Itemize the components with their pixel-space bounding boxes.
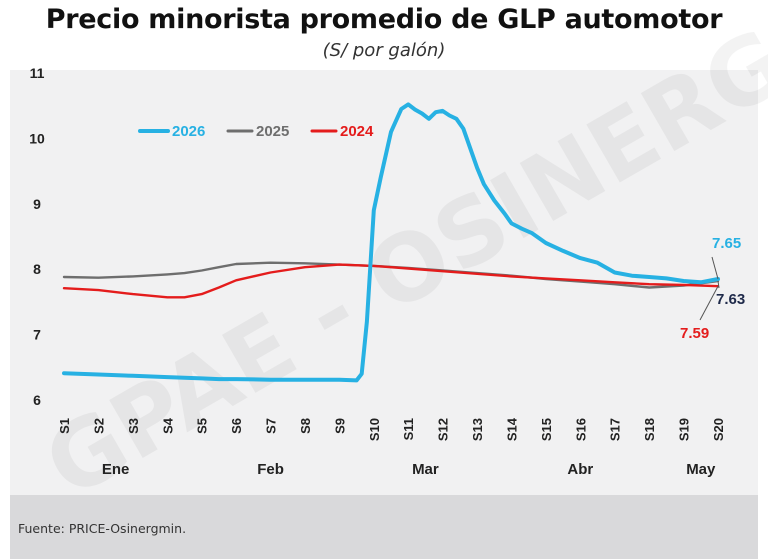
x-tick-label: S8 bbox=[298, 418, 313, 434]
x-tick-label: S11 bbox=[401, 418, 416, 440]
series-line-2026 bbox=[62, 102, 720, 383]
legend-label-2025: 2025 bbox=[256, 123, 289, 140]
end-labels: 7.65 7.63 7.59 bbox=[680, 235, 745, 342]
series-line-2024 bbox=[62, 263, 720, 299]
watermark: GPAE - OSINERG bbox=[28, 9, 768, 520]
y-tick-label: 7 bbox=[33, 327, 41, 343]
chart-subtitle: (S/ por galón) bbox=[322, 40, 446, 61]
month-labels: Ene Feb Mar Abr May bbox=[102, 461, 716, 478]
end-label-leader-2026 bbox=[711, 256, 719, 280]
x-tick-label: S5 bbox=[195, 418, 210, 434]
x-tick-label: S13 bbox=[470, 418, 485, 441]
month-label: Abr bbox=[567, 461, 593, 478]
y-tick-label: 6 bbox=[33, 392, 41, 408]
y-tick-label: 8 bbox=[33, 261, 41, 277]
month-label: May bbox=[686, 461, 716, 478]
y-tick-label: 11 bbox=[30, 65, 45, 81]
x-tick-label: S14 bbox=[504, 417, 519, 441]
x-tick-label: S16 bbox=[573, 418, 588, 441]
x-tick-label: S12 bbox=[436, 418, 451, 441]
chart-title: Precio minorista promedio de GLP automot… bbox=[45, 4, 723, 35]
x-axis: S1 S2 S3 S4 S5 S6 S7 S8 S9 S10 S11 S12 S13 S14 S15 S16 S… bbox=[57, 417, 726, 441]
x-tick-label: S1 bbox=[57, 418, 72, 434]
y-tick-label: 9 bbox=[33, 196, 41, 212]
series-lines bbox=[62, 102, 720, 383]
x-tick-label: S3 bbox=[126, 418, 141, 434]
y-axis: 6 7 8 9 10 11 bbox=[29, 65, 45, 408]
month-label: Feb bbox=[257, 461, 284, 478]
x-tick-label: S9 bbox=[332, 418, 347, 434]
x-tick-label: S18 bbox=[642, 418, 657, 441]
x-tick-label: S10 bbox=[367, 418, 382, 441]
source-note: Fuente: PRICE-Osinergmin. bbox=[18, 521, 187, 536]
x-tick-label: S17 bbox=[608, 418, 623, 441]
x-tick-label: S2 bbox=[91, 418, 106, 434]
legend: 2026 2025 2024 bbox=[138, 123, 374, 140]
end-label-2025: 7.63 bbox=[716, 291, 745, 308]
end-label-leader-2024 bbox=[699, 285, 719, 321]
end-label-leader-2025 bbox=[717, 280, 720, 289]
end-label-2024: 7.59 bbox=[680, 325, 709, 342]
legend-label-2026: 2026 bbox=[172, 123, 205, 140]
legend-label-2024: 2024 bbox=[340, 123, 374, 140]
x-tick-label: S15 bbox=[539, 418, 554, 441]
x-tick-label: S6 bbox=[229, 418, 244, 434]
end-label-2026: 7.65 bbox=[712, 235, 741, 252]
x-tick-label: S19 bbox=[677, 418, 692, 441]
footer: Fuente: PRICE-Osinergmin. bbox=[10, 495, 758, 559]
month-label: Ene bbox=[102, 461, 130, 478]
y-tick-label: 10 bbox=[29, 130, 45, 146]
month-label: Mar bbox=[412, 461, 439, 478]
x-tick-label: S4 bbox=[160, 417, 175, 434]
x-tick-label: S20 bbox=[711, 418, 726, 441]
x-tick-label: S7 bbox=[264, 418, 279, 434]
